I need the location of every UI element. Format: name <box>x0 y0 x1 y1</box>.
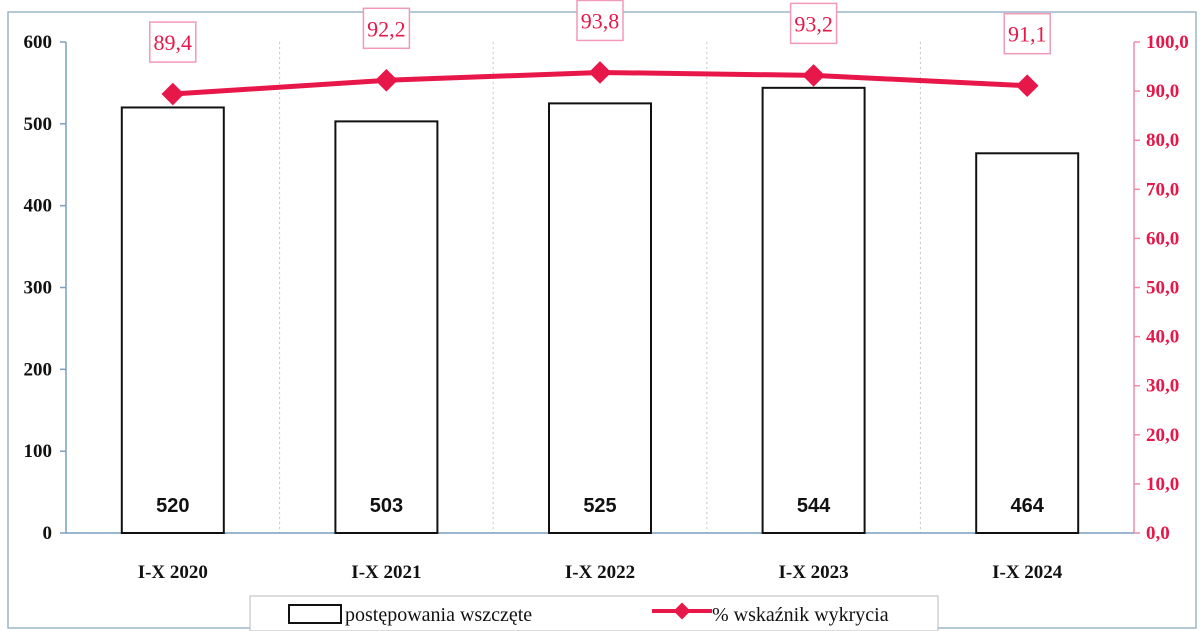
legend: postępowania wszczęte % wskaźnik wykryci… <box>249 595 939 631</box>
line-point <box>375 68 398 92</box>
right-tick-label: 60,0 <box>1146 228 1179 249</box>
legend-line-marker <box>673 602 691 620</box>
bar-value-label: 544 <box>797 495 831 517</box>
line-value-label: 93,2 <box>794 11 833 36</box>
line-point <box>1015 74 1039 98</box>
line-point <box>588 61 612 84</box>
left-tick-label: 200 <box>24 359 53 380</box>
bar <box>975 152 1080 534</box>
left-tick-label: 100 <box>24 441 53 462</box>
line-series: 89,4 92,2 93,8 93,2 91,1 <box>149 0 1051 106</box>
line-label-box <box>362 7 411 50</box>
line-point <box>802 64 825 87</box>
bar-value-label: 525 <box>583 495 616 517</box>
right-tick-label: 10,0 <box>1146 474 1179 495</box>
line-label-box <box>789 2 838 45</box>
category-label: I-X 2022 <box>565 562 635 583</box>
right-tick-label: 90,0 <box>1146 81 1179 102</box>
bar-value-label: 464 <box>1011 495 1045 517</box>
right-axis-ticks: 0,0 10,0 20,0 30,0 40,0 50,0 60,0 70,0 80,0 90,0 1… <box>1134 32 1189 544</box>
bar <box>120 106 225 534</box>
bar <box>761 86 866 535</box>
bar-series: 520 503 525 544 464 <box>120 86 1080 535</box>
legend-bar-label: postępowania wszczęte <box>345 604 532 626</box>
right-tick-label: 70,0 <box>1146 179 1179 200</box>
legend-bar-swatch <box>288 604 342 624</box>
left-tick-label: 300 <box>24 278 53 299</box>
category-label: I-X 2021 <box>351 562 421 583</box>
right-tick-label: 80,0 <box>1146 130 1179 151</box>
right-tick-label: 50,0 <box>1146 278 1179 299</box>
line-value-label: 93,8 <box>581 8 620 33</box>
legend-box <box>249 595 939 631</box>
right-tick-label: 0,0 <box>1146 523 1170 544</box>
category-label: I-X 2020 <box>138 562 208 583</box>
left-tick-label: 0 <box>43 523 53 544</box>
bar-value-label: 503 <box>370 495 403 517</box>
bar <box>334 120 439 535</box>
bar <box>548 102 652 534</box>
left-tick-label: 500 <box>24 114 53 135</box>
category-label: I-X 2023 <box>778 562 848 583</box>
bar-value-label: 520 <box>156 495 189 517</box>
line-label-box <box>149 21 197 63</box>
line-label-box <box>576 0 624 42</box>
line-value-label: 91,1 <box>1008 22 1047 47</box>
gridlines <box>279 42 921 533</box>
right-tick-label: 100,0 <box>1146 32 1189 53</box>
category-labels: I-X 2020 I-X 2021 I-X 2022 I-X 2023 I-X 2024 <box>138 562 1063 583</box>
right-tick-label: 40,0 <box>1146 327 1179 348</box>
right-tick-label: 20,0 <box>1146 425 1179 446</box>
line-value-label: 92,2 <box>367 16 406 41</box>
left-axis-ticks: 0 100 200 300 400 500 600 <box>24 32 66 544</box>
line-label-box <box>1003 12 1051 55</box>
legend-line-label: % wskaźnik wykrycia <box>712 604 889 626</box>
right-tick-label: 30,0 <box>1146 376 1179 397</box>
line-value-label: 89,4 <box>154 30 193 55</box>
category-label: I-X 2024 <box>992 562 1063 583</box>
left-tick-label: 400 <box>24 196 53 217</box>
left-tick-label: 600 <box>24 32 53 53</box>
line-point <box>161 82 185 106</box>
